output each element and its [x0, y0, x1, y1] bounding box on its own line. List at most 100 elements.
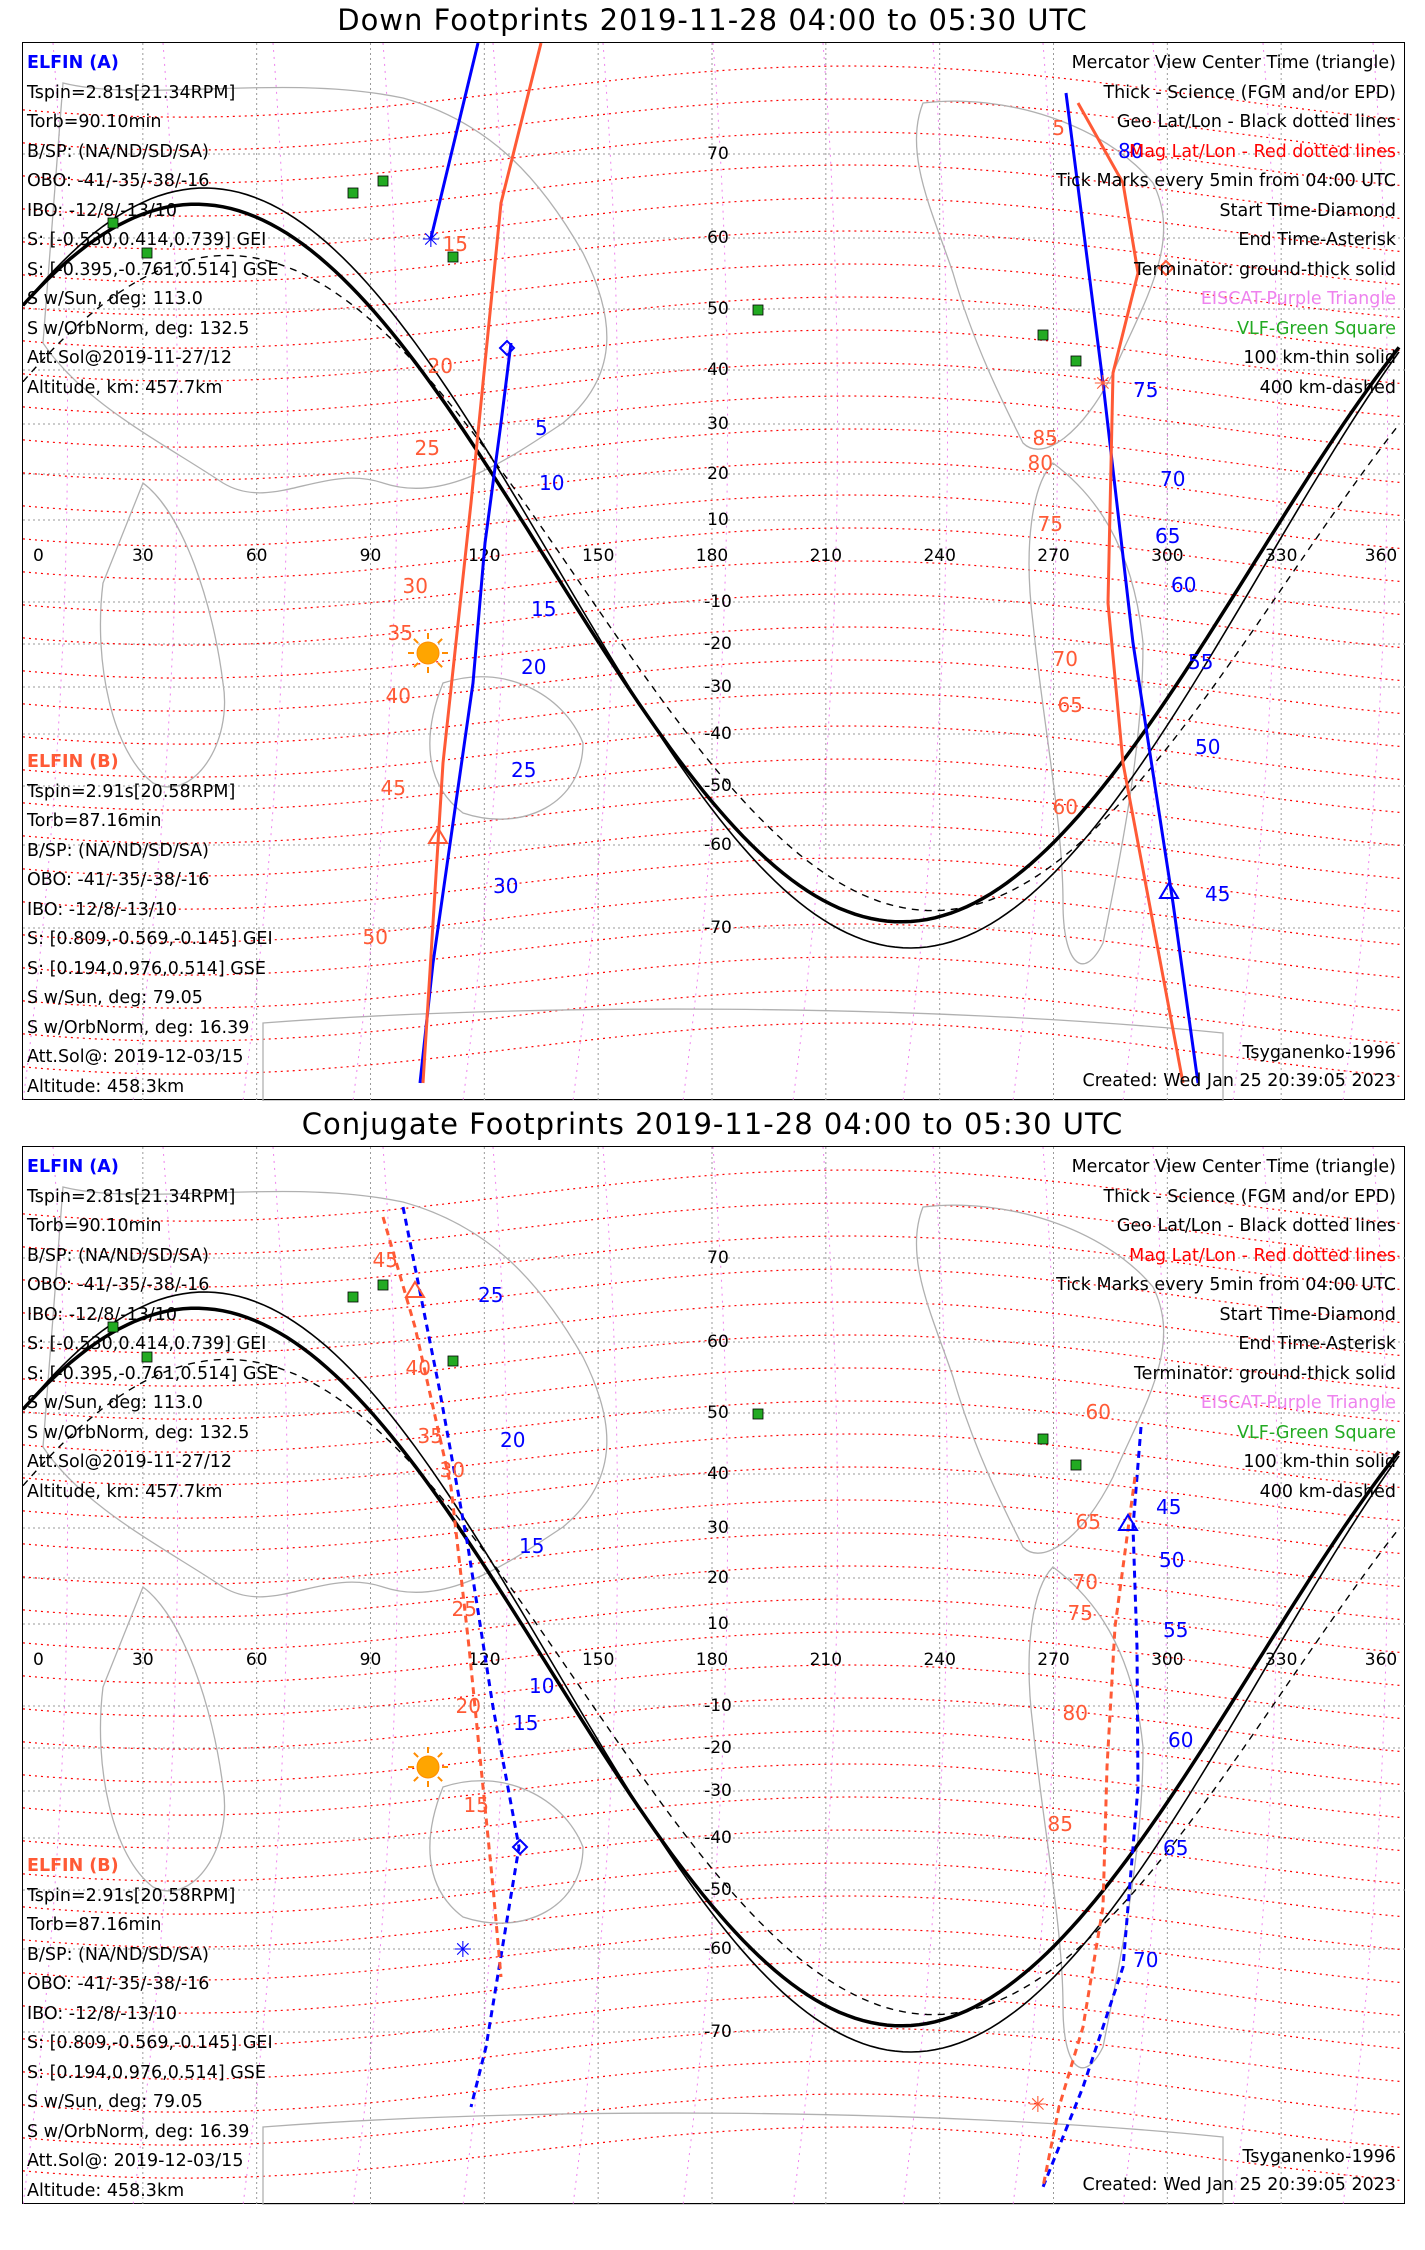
- sat-b-ibo: IBO: -12/8/-13/10: [27, 899, 178, 920]
- bottom-plot-title: Conjugate Footprints 2019-11-28 04:00 to…: [301, 1107, 1124, 1141]
- tick-label-a-conj-15: 15: [519, 1534, 544, 1558]
- lat-label-20: 20: [707, 464, 729, 484]
- tick-label-b-85: 85: [1033, 426, 1058, 450]
- tick-label-b-conj-40: 40: [406, 1356, 431, 1380]
- tick-label-a-conj-60: 60: [1168, 1728, 1193, 1752]
- mag-longitude-line: [352, 1147, 399, 2205]
- down-footprints-map: 0 30 60 90 120 150 180 210 240 270 300 330 360706050…: [23, 43, 1406, 1101]
- mag-latitude-line: [23, 1169, 1404, 1225]
- tick-label-a-45: 45: [1205, 882, 1230, 906]
- sat-b-s-gei: S: [0.809,-0.569,-0.145] GEI: [27, 929, 273, 949]
- vlf-square-icon: [752, 1408, 764, 1420]
- sat-b-torb: Torb=87.16min: [27, 1915, 162, 1935]
- mag-latitude-line: [23, 1202, 1404, 1258]
- sat-a-info-conj: ELFIN (A) Tspin=2.81s[21.34RPM] Torb=90.…: [27, 1153, 279, 1507]
- mag-latitude-line: [23, 956, 1404, 1012]
- sat-b-torb: Torb=87.16min: [27, 811, 162, 831]
- mag-latitude-line: [23, 263, 1404, 319]
- sun-ray: [437, 662, 443, 668]
- mag-latitude-line: [23, 1565, 1404, 1621]
- sat-b-conj-track-east: [1041, 1476, 1137, 2188]
- lat-label--50: -50: [704, 776, 732, 796]
- legend-400km: 400 km-dashed: [1259, 377, 1396, 398]
- vlf-square-icon: [377, 1279, 389, 1291]
- sat-b-s-gse: S: [0.194,0.976,0.514] GSE: [27, 2062, 266, 2083]
- mag-latitude-line: [23, 791, 1404, 847]
- mag-latitude-line: [23, 2093, 1404, 2149]
- legend-100km: 100 km-thin solid: [1243, 348, 1396, 368]
- mag-latitude-line: [23, 461, 1404, 517]
- legend-start-time: Start Time-Diamond: [1219, 200, 1396, 221]
- lon-label-270: 270: [1037, 546, 1069, 566]
- tick-label-a-5: 5: [535, 416, 548, 440]
- sat-b-s-gse: S: [0.194,0.976,0.514] GSE: [27, 958, 266, 979]
- sat-b-obo: OBO: -41/-35/-38/-16: [27, 1974, 210, 1994]
- mag-longitude-line: [792, 43, 839, 1101]
- sat-a-torb: Torb=90.10min: [27, 1216, 162, 1236]
- mag-longitude-line: [682, 43, 729, 1101]
- tick-label-b-conj-15: 15: [464, 1793, 489, 1817]
- tick-label-a-conj-55: 55: [1163, 1618, 1188, 1642]
- mag-latitude-line: [23, 1598, 1404, 1654]
- sun-ray: [437, 638, 443, 644]
- sat-b-ibo: IBO: -12/8/-13/10: [27, 2003, 178, 2024]
- mag-latitude-line: [23, 890, 1404, 946]
- lat-label--60: -60: [704, 1939, 732, 1959]
- lat-label-70: 70: [707, 1248, 729, 1268]
- mag-latitude-line: [23, 1697, 1404, 1753]
- tick-label-a-conj-50: 50: [1159, 1548, 1184, 1572]
- sat-b-s-sun: S w/Sun, deg: 79.05: [27, 2092, 203, 2112]
- mag-latitude-line: [23, 758, 1404, 814]
- mag-latitude-line: [23, 824, 1404, 880]
- mag-latitude-line: [23, 1334, 1404, 1390]
- mag-latitude-line: [23, 1235, 1404, 1291]
- mag-longitude-line: [902, 43, 949, 1101]
- lon-label-300: 300: [1151, 546, 1183, 566]
- lat-label--30: -30: [704, 677, 732, 697]
- tick-label-a-50: 50: [1195, 735, 1220, 759]
- mag-latitude-line: [23, 362, 1404, 418]
- mag-latitude-line: [23, 692, 1404, 748]
- sat-a-s-orb: S w/OrbNorm, deg: 132.5: [27, 1422, 250, 1443]
- sat-b-bsp: B/SP: (NA/ND/SD/SA): [27, 840, 209, 861]
- tick-label-b-35: 35: [388, 621, 413, 645]
- terminator-ground-line: [23, 202, 1401, 924]
- mag-latitude-line: [23, 1499, 1404, 1555]
- sat-b-att: Att.Sol@: 2019-12-03/15: [27, 2151, 244, 2171]
- lon-label-210: 210: [810, 1650, 842, 1670]
- lon-label-60: 60: [246, 546, 268, 566]
- vlf-square-icon: [377, 175, 389, 187]
- continent-outline: [99, 481, 226, 788]
- tick-label-a-55: 55: [1188, 650, 1213, 674]
- legend-tick-marks: Tick Marks every 5min from 04:00 UTC: [1056, 1275, 1396, 1295]
- mag-longitude-line: [792, 1147, 839, 2205]
- sat-b-s-orb: S w/OrbNorm, deg: 16.39: [27, 2121, 250, 2142]
- legend-eiscat: EISCAT-Purple Triangle: [1200, 1393, 1396, 1413]
- mag-latitude-line: [23, 65, 1404, 121]
- center-triangle-icon: [1117, 1513, 1139, 1531]
- tick-label-b-20: 20: [428, 354, 453, 378]
- mag-latitude-line: [23, 230, 1404, 286]
- lon-label-90: 90: [360, 546, 382, 566]
- mag-latitude-line: [23, 1664, 1404, 1720]
- mag-longitude-line: [1012, 1147, 1059, 2205]
- vlf-square-icon: [1037, 1433, 1049, 1445]
- tick-label-a-25: 25: [511, 758, 536, 782]
- start-time-diamond-icon: [498, 339, 516, 357]
- sun-ray: [413, 638, 419, 644]
- mag-latitude-line: [23, 164, 1404, 220]
- mag-latitude-line: [23, 527, 1404, 583]
- terminator-400km-line: [23, 254, 1400, 912]
- sat-a-track-east: [1064, 92, 1200, 1084]
- continent-outline: [262, 2112, 1224, 2205]
- continent-outline: [99, 1585, 226, 1892]
- tick-label-a-60: 60: [1171, 573, 1196, 597]
- lon-label-360: 360: [1365, 1650, 1397, 1670]
- terminator-ground-line: [23, 1306, 1401, 2028]
- lat-label--50: -50: [704, 1880, 732, 1900]
- tick-label-a-conj-65: 65: [1163, 1836, 1188, 1860]
- mag-latitude-line: [23, 1796, 1404, 1852]
- sun-icon: [416, 641, 440, 665]
- sat-b-name: ELFIN (B): [27, 752, 119, 772]
- vlf-square-icon: [447, 1355, 459, 1367]
